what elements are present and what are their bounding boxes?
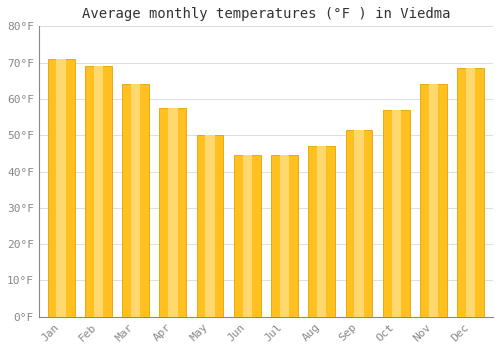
Bar xyxy=(280,155,289,317)
Bar xyxy=(308,146,335,317)
Bar xyxy=(354,130,364,317)
Bar xyxy=(122,84,149,317)
Bar xyxy=(383,110,409,317)
Bar xyxy=(56,59,66,317)
Bar xyxy=(346,130,372,317)
Bar xyxy=(392,110,401,317)
Bar xyxy=(206,135,215,317)
Bar xyxy=(94,66,103,317)
Bar xyxy=(429,84,438,317)
Bar xyxy=(234,155,260,317)
Bar xyxy=(242,155,252,317)
Title: Average monthly temperatures (°F ) in Viedma: Average monthly temperatures (°F ) in Vi… xyxy=(82,7,450,21)
Bar xyxy=(420,84,447,317)
Bar xyxy=(458,68,484,317)
Bar xyxy=(131,84,140,317)
Bar xyxy=(317,146,326,317)
Bar xyxy=(196,135,224,317)
Bar xyxy=(85,66,112,317)
Bar xyxy=(466,68,475,317)
Bar xyxy=(160,108,186,317)
Bar xyxy=(168,108,177,317)
Bar xyxy=(271,155,298,317)
Bar xyxy=(48,59,74,317)
